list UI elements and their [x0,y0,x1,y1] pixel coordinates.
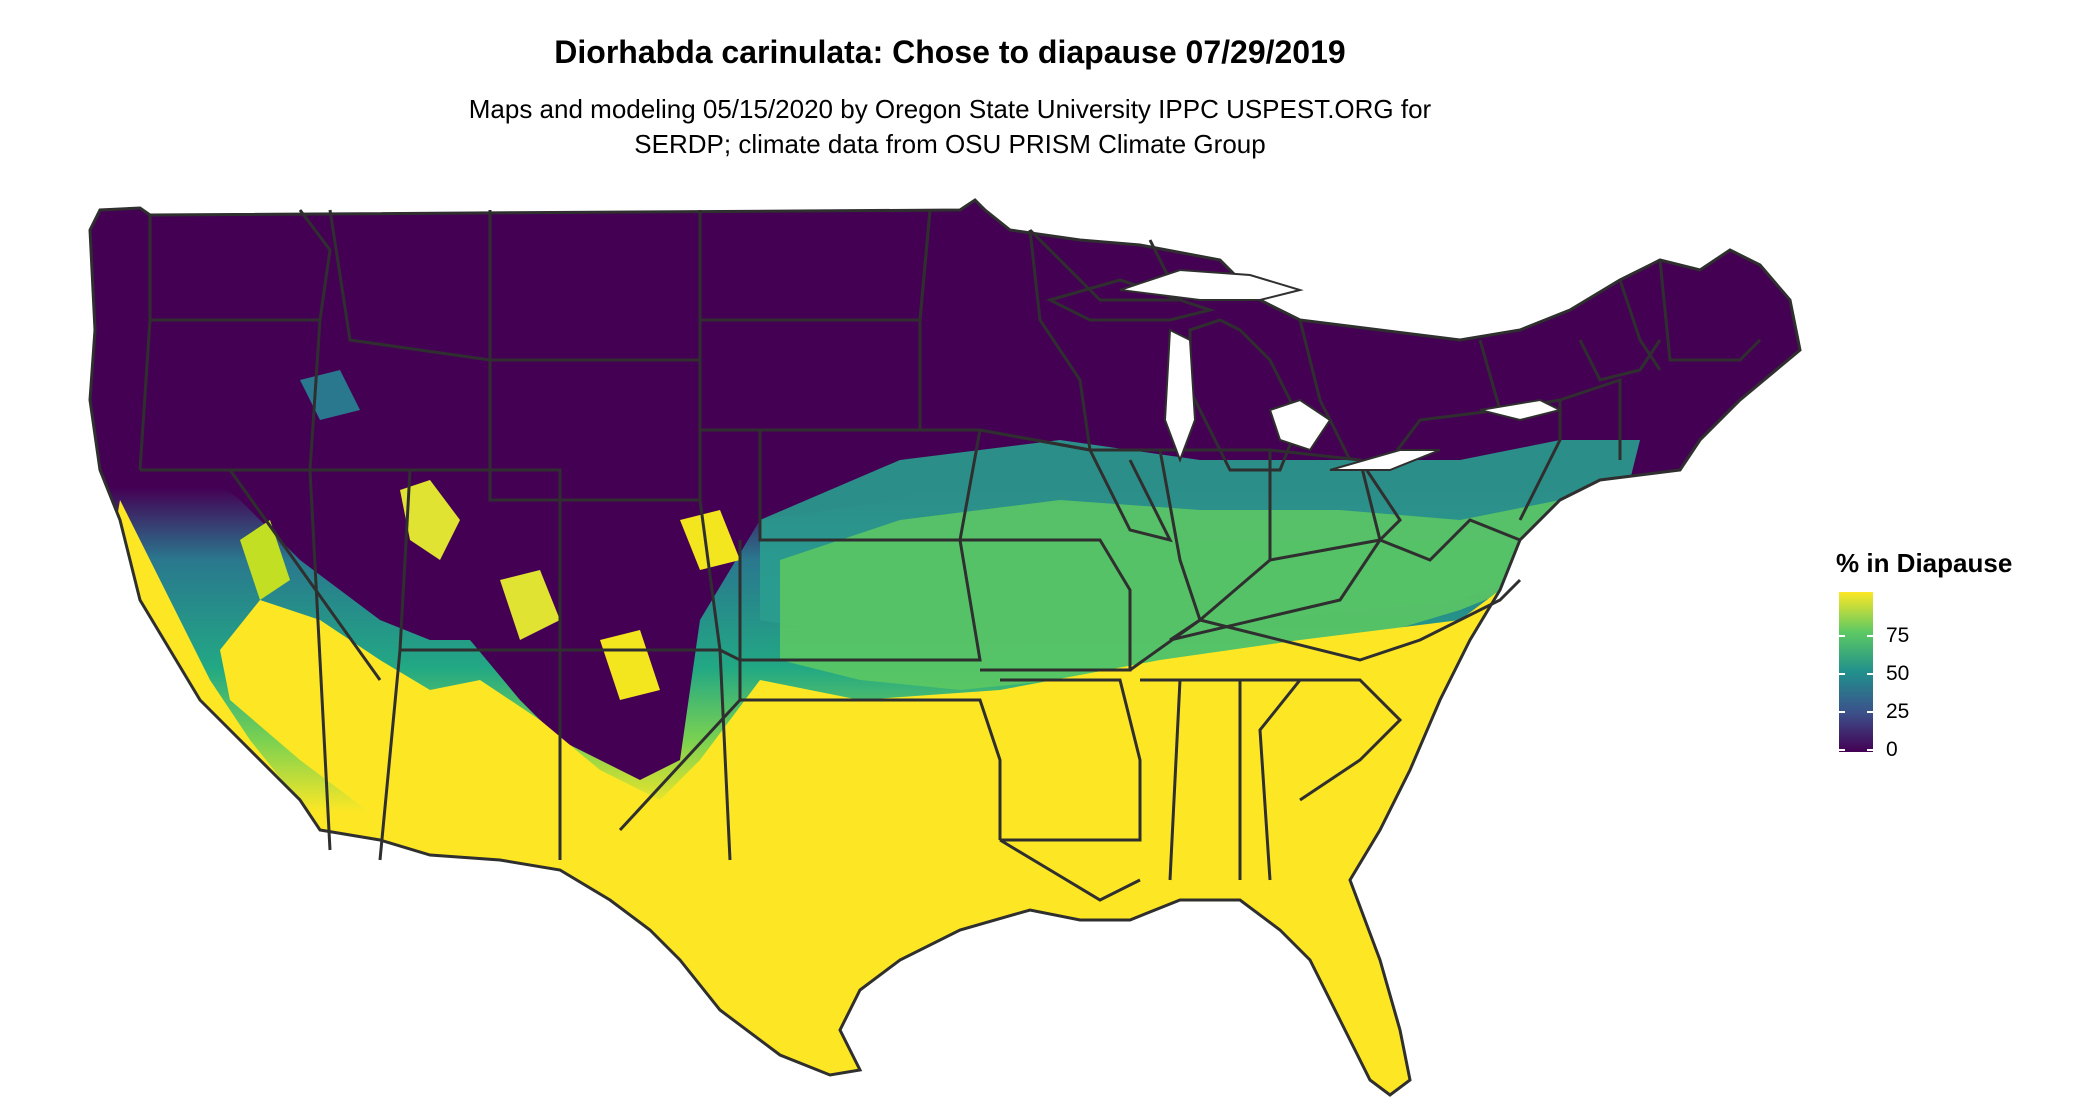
diapause-raster [90,200,1800,1095]
us-map [88,198,1802,1097]
legend-label-50: 50 [1886,662,1910,685]
legend: % in Diapause 0 25 50 75 [1836,548,2086,778]
legend-label-75: 75 [1886,624,1910,647]
legend-colorbar [1839,592,1873,752]
subtitle-line-2: SERDP; climate data from OSU PRISM Clima… [634,129,1266,159]
map-title: Diorhabda carinulata: Chose to diapause … [554,34,1346,70]
map-area [88,198,1802,1097]
legend-label-25: 25 [1886,700,1910,723]
subtitle-line-1: Maps and modeling 05/15/2020 by Oregon S… [468,94,1432,124]
legend-label-0: 0 [1886,738,1898,761]
state-boundaries [88,198,1802,1097]
legend-title: % in Diapause [1836,548,2013,578]
great-lakes [1119,268,1563,471]
map-subtitle: Maps and modeling 05/15/2020 by Oregon S… [0,92,1900,162]
